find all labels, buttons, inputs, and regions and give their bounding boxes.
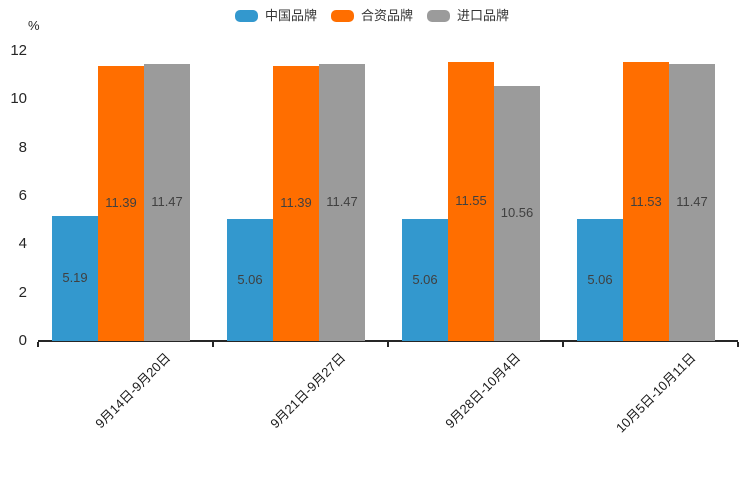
bar-中国品牌-2[interactable] <box>402 218 448 341</box>
bar-中国品牌-1[interactable] <box>227 218 273 341</box>
x-axis-tick-mark <box>737 342 739 347</box>
bar-value-label: 11.53 <box>630 193 662 209</box>
legend-item-1[interactable]: 合资品牌 <box>330 8 413 23</box>
x-axis-tick-mark <box>562 342 564 347</box>
bar-中国品牌-0[interactable] <box>52 215 98 341</box>
x-axis-category-label: 9月21日-9月27日 <box>266 350 349 432</box>
y-axis-tick-label: 6 <box>18 187 27 204</box>
legend-label: 中国品牌 <box>264 8 317 23</box>
x-axis-line <box>38 340 738 342</box>
bar-value-label: 11.39 <box>105 195 137 211</box>
x-axis-tick-mark <box>37 342 39 347</box>
legend-item-2[interactable]: 进口品牌 <box>427 9 509 23</box>
x-axis-tick-mark <box>387 342 389 347</box>
bar-value-label: 11.47 <box>676 194 708 210</box>
bar-进口品牌-0[interactable] <box>144 63 190 341</box>
y-axis-unit-label: % <box>28 18 40 33</box>
y-axis-tick-label: 8 <box>18 138 27 156</box>
bar-value-label: 11.47 <box>326 194 358 210</box>
bar-合资品牌-2[interactable] <box>448 61 494 341</box>
bar-合资品牌-0[interactable] <box>98 65 144 341</box>
bar-value-label: 11.39 <box>280 195 312 211</box>
bar-中国品牌-3[interactable] <box>577 218 623 341</box>
x-axis-tick-mark <box>212 342 214 347</box>
y-axis-tick-label: 2 <box>18 283 27 301</box>
legend-label: 合资品牌 <box>360 8 413 23</box>
legend-swatch-icon <box>234 10 258 22</box>
legend-label: 进口品牌 <box>457 8 510 23</box>
bar-value-label: 11.47 <box>151 194 183 210</box>
bar-进口品牌-2[interactable] <box>494 85 540 341</box>
bar-value-label: 5.06 <box>412 271 438 287</box>
x-axis-category-label: 9月28日-10月4日 <box>441 350 524 432</box>
legend-item-0[interactable]: 中国品牌 <box>234 8 317 23</box>
chart-legend: 中国品牌 合资品牌 进口品牌 <box>0 9 744 23</box>
y-axis-tick-label: 4 <box>18 235 27 253</box>
bar-value-label: 5.19 <box>62 270 88 286</box>
bar-value-label: 11.55 <box>455 193 487 209</box>
y-axis-tick-label: 10 <box>10 90 27 108</box>
legend-swatch-icon <box>330 10 354 22</box>
y-axis-tick-label: 0 <box>18 332 27 349</box>
x-axis-category-label: 10月5日-10月11日 <box>612 350 699 436</box>
x-axis-category-label: 9月14日-9月20日 <box>91 350 174 432</box>
bar-合资品牌-3[interactable] <box>623 62 669 341</box>
bar-value-label: 5.06 <box>237 271 263 287</box>
y-axis-tick-label: 12 <box>10 42 27 59</box>
legend-swatch-icon <box>427 10 450 22</box>
bar-进口品牌-1[interactable] <box>319 63 365 341</box>
bar-value-label: 5.06 <box>587 271 613 287</box>
bar-进口品牌-3[interactable] <box>669 63 715 341</box>
bar-合资品牌-1[interactable] <box>273 65 319 341</box>
bar-value-label: 10.56 <box>500 205 534 221</box>
